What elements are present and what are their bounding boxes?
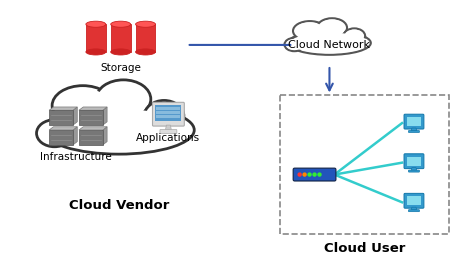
Circle shape [298, 173, 301, 176]
Ellipse shape [319, 19, 345, 36]
Polygon shape [103, 127, 107, 145]
FancyBboxPatch shape [404, 114, 424, 129]
Ellipse shape [136, 49, 155, 55]
Bar [111, 24, 131, 52]
Ellipse shape [96, 80, 151, 118]
Ellipse shape [136, 21, 155, 27]
Ellipse shape [111, 21, 131, 27]
Text: Cloud Vendor: Cloud Vendor [69, 199, 169, 212]
Polygon shape [73, 107, 77, 125]
Bar [136, 24, 155, 52]
Ellipse shape [47, 109, 191, 151]
FancyBboxPatch shape [409, 131, 419, 132]
Ellipse shape [295, 22, 325, 39]
Circle shape [308, 173, 311, 176]
Ellipse shape [52, 86, 113, 126]
Bar [49, 130, 73, 145]
Circle shape [318, 173, 321, 176]
Polygon shape [411, 168, 417, 171]
Text: Cloud User: Cloud User [324, 242, 405, 255]
FancyBboxPatch shape [160, 130, 177, 134]
Bar [407, 117, 421, 126]
Ellipse shape [86, 49, 106, 55]
Polygon shape [49, 107, 77, 110]
Bar [407, 196, 421, 205]
FancyBboxPatch shape [280, 95, 449, 234]
Text: Storage: Storage [100, 63, 141, 73]
Ellipse shape [147, 103, 181, 129]
Ellipse shape [284, 38, 304, 51]
Ellipse shape [293, 21, 327, 41]
FancyBboxPatch shape [409, 210, 419, 212]
Ellipse shape [100, 82, 147, 116]
Bar [156, 107, 180, 110]
FancyBboxPatch shape [153, 102, 184, 126]
Ellipse shape [345, 30, 364, 42]
Ellipse shape [290, 33, 369, 53]
Text: Cloud Network: Cloud Network [289, 40, 371, 50]
Ellipse shape [111, 49, 131, 55]
Polygon shape [49, 127, 77, 130]
Text: Applications: Applications [137, 133, 201, 143]
Ellipse shape [286, 39, 302, 50]
Polygon shape [103, 107, 107, 125]
Polygon shape [79, 127, 107, 130]
FancyBboxPatch shape [404, 154, 424, 169]
Polygon shape [79, 107, 107, 110]
Ellipse shape [343, 28, 365, 44]
Ellipse shape [43, 106, 194, 154]
Polygon shape [73, 127, 77, 145]
FancyBboxPatch shape [409, 170, 419, 172]
Ellipse shape [55, 88, 110, 123]
Ellipse shape [317, 18, 347, 37]
Polygon shape [411, 128, 417, 131]
Ellipse shape [36, 120, 73, 147]
Polygon shape [411, 207, 417, 210]
Circle shape [313, 173, 316, 176]
Polygon shape [165, 125, 172, 130]
FancyBboxPatch shape [404, 193, 424, 208]
Circle shape [303, 173, 306, 176]
Ellipse shape [144, 101, 184, 131]
Ellipse shape [86, 21, 106, 27]
Ellipse shape [39, 122, 70, 144]
Bar [79, 130, 103, 145]
Bar [156, 115, 180, 118]
Bar [407, 157, 421, 166]
Bar [156, 111, 180, 114]
Bar [86, 24, 106, 52]
FancyBboxPatch shape [293, 168, 336, 181]
Text: Infrastructure: Infrastructure [40, 152, 112, 162]
Ellipse shape [288, 31, 371, 55]
Bar [49, 110, 73, 125]
Bar [155, 105, 182, 121]
Bar [79, 110, 103, 125]
